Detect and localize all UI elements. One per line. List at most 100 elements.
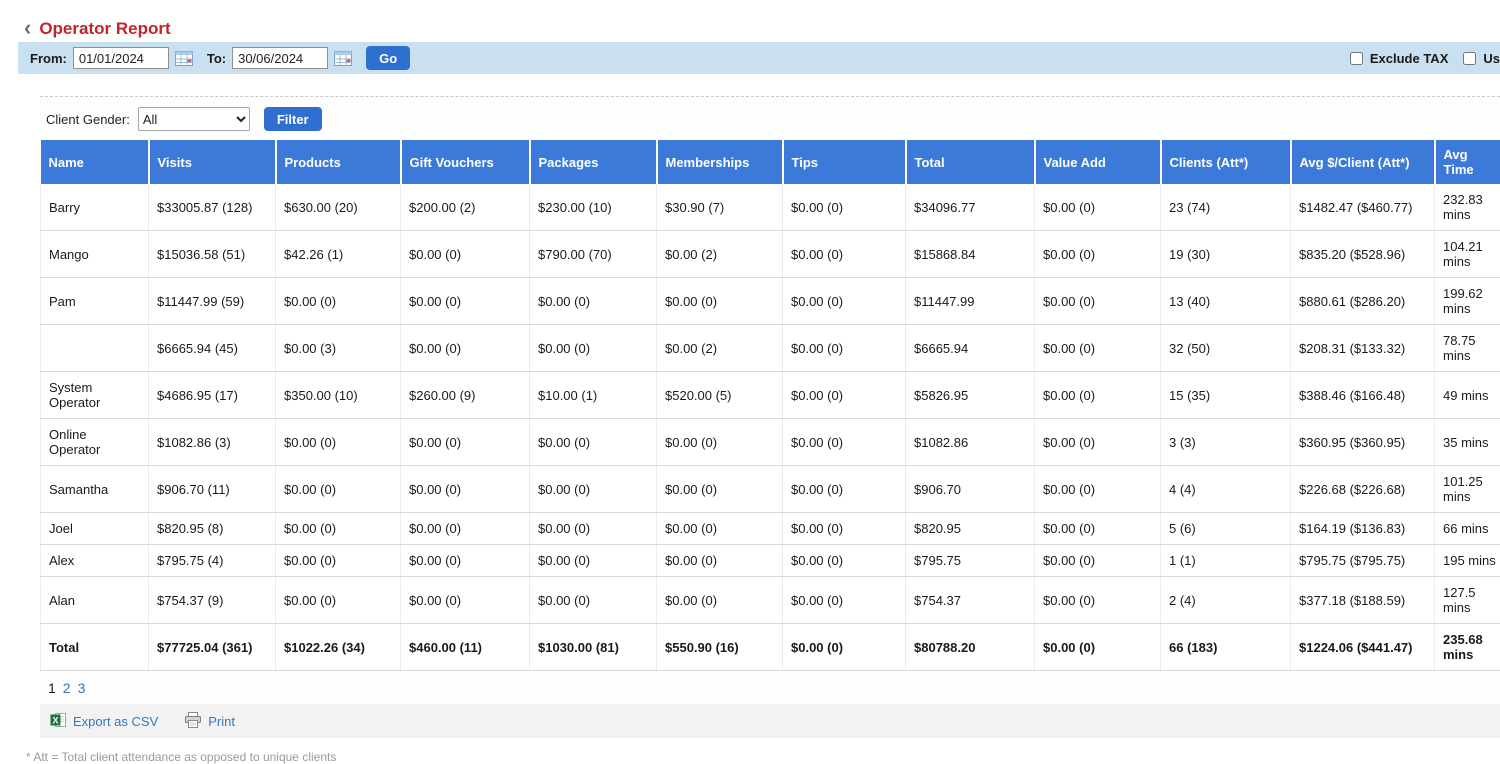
go-button[interactable]: Go bbox=[366, 46, 410, 70]
from-date-input[interactable] bbox=[73, 47, 169, 69]
table-cell: $15868.84 bbox=[906, 231, 1035, 278]
page-link-3[interactable]: 3 bbox=[78, 680, 86, 696]
table-cell: $5826.95 bbox=[906, 372, 1035, 419]
table-cell: $11447.99 bbox=[906, 278, 1035, 325]
attendance-note: * Att = Total client attendance as oppos… bbox=[26, 750, 1500, 764]
column-header: Memberships bbox=[657, 140, 783, 184]
print-label: Print bbox=[208, 714, 235, 729]
table-cell: $164.19 ($136.83) bbox=[1291, 513, 1435, 545]
table-cell: $906.70 bbox=[906, 466, 1035, 513]
table-cell: $0.00 (0) bbox=[1035, 545, 1161, 577]
table-cell: $0.00 (0) bbox=[657, 419, 783, 466]
page-link-2[interactable]: 2 bbox=[63, 680, 71, 696]
table-cell: $0.00 (0) bbox=[1035, 325, 1161, 372]
table-cell: $550.90 (16) bbox=[657, 624, 783, 671]
table-cell: $226.68 ($226.68) bbox=[1291, 466, 1435, 513]
table-cell: 101.25 mins bbox=[1435, 466, 1500, 513]
table-cell: 235.68 mins bbox=[1435, 624, 1500, 671]
table-cell: $0.00 (0) bbox=[657, 278, 783, 325]
table-cell: $0.00 (0) bbox=[783, 419, 906, 466]
table-row: Pam$11447.99 (59)$0.00 (0)$0.00 (0)$0.00… bbox=[41, 278, 1500, 325]
table-cell: $230.00 (10) bbox=[530, 184, 657, 231]
table-cell: 104.21 mins bbox=[1435, 231, 1500, 278]
table-cell: Online Operator bbox=[41, 419, 149, 466]
table-cell: $630.00 (20) bbox=[276, 184, 401, 231]
table-cell: $0.00 (0) bbox=[657, 545, 783, 577]
table-row: Alex$795.75 (4)$0.00 (0)$0.00 (0)$0.00 (… bbox=[41, 545, 1500, 577]
table-cell: System Operator bbox=[41, 372, 149, 419]
partial-checkbox-label: Us bbox=[1483, 51, 1500, 66]
table-cell: $0.00 (0) bbox=[401, 466, 530, 513]
table-cell: 127.5 mins bbox=[1435, 577, 1500, 624]
table-cell: $0.00 (0) bbox=[1035, 184, 1161, 231]
table-cell: $795.75 bbox=[906, 545, 1035, 577]
table-cell: $0.00 (0) bbox=[530, 278, 657, 325]
table-cell: $0.00 (0) bbox=[401, 545, 530, 577]
calendar-icon[interactable] bbox=[175, 51, 193, 66]
table-cell: Joel bbox=[41, 513, 149, 545]
table-cell: $10.00 (1) bbox=[530, 372, 657, 419]
svg-text:X: X bbox=[52, 715, 58, 725]
table-cell: $0.00 (0) bbox=[276, 466, 401, 513]
table-cell: Alan bbox=[41, 577, 149, 624]
table-cell: $0.00 (0) bbox=[783, 184, 906, 231]
column-header: Gift Vouchers bbox=[401, 140, 530, 184]
table-row: Samantha$906.70 (11)$0.00 (0)$0.00 (0)$0… bbox=[41, 466, 1500, 513]
table-cell: $0.00 (0) bbox=[530, 466, 657, 513]
table-cell: $0.00 (0) bbox=[530, 325, 657, 372]
client-gender-select[interactable]: All bbox=[138, 107, 250, 131]
table-cell: 23 (74) bbox=[1161, 184, 1291, 231]
table-cell: 15 (35) bbox=[1161, 372, 1291, 419]
table-cell: $1082.86 bbox=[906, 419, 1035, 466]
table-cell: $0.00 (2) bbox=[657, 325, 783, 372]
to-date-input[interactable] bbox=[232, 47, 328, 69]
table-cell: 232.83 mins bbox=[1435, 184, 1500, 231]
export-csv-label: Export as CSV bbox=[73, 714, 158, 729]
table-cell: $795.75 (4) bbox=[149, 545, 276, 577]
table-cell: $0.00 (0) bbox=[783, 372, 906, 419]
table-cell: $0.00 (0) bbox=[276, 419, 401, 466]
page-link-1[interactable]: 1 bbox=[48, 680, 56, 696]
column-header: Value Add bbox=[1035, 140, 1161, 184]
column-header: Clients (Att*) bbox=[1161, 140, 1291, 184]
table-cell: 13 (40) bbox=[1161, 278, 1291, 325]
table-cell: $0.00 (3) bbox=[276, 325, 401, 372]
table-row: System Operator$4686.95 (17)$350.00 (10)… bbox=[41, 372, 1500, 419]
calendar-icon[interactable] bbox=[334, 51, 352, 66]
table-cell: 4 (4) bbox=[1161, 466, 1291, 513]
table-cell: $77725.04 (361) bbox=[149, 624, 276, 671]
table-cell: $754.37 (9) bbox=[149, 577, 276, 624]
table-cell: $0.00 (0) bbox=[783, 231, 906, 278]
table-cell: 5 (6) bbox=[1161, 513, 1291, 545]
export-csv-link[interactable]: X Export as CSV bbox=[50, 712, 158, 731]
filter-button[interactable]: Filter bbox=[264, 107, 322, 131]
table-cell: $0.00 (0) bbox=[1035, 278, 1161, 325]
table-cell: $1082.86 (3) bbox=[149, 419, 276, 466]
table-cell: $4686.95 (17) bbox=[149, 372, 276, 419]
table-cell: Barry bbox=[41, 184, 149, 231]
table-cell: 32 (50) bbox=[1161, 325, 1291, 372]
table-cell: $30.90 (7) bbox=[657, 184, 783, 231]
exclude-tax-label: Exclude TAX bbox=[1370, 51, 1449, 66]
table-cell: $460.00 (11) bbox=[401, 624, 530, 671]
table-cell: $0.00 (0) bbox=[1035, 624, 1161, 671]
partial-checkbox[interactable] bbox=[1463, 52, 1476, 65]
back-chevron-icon[interactable]: ‹ bbox=[24, 18, 31, 38]
table-cell: $0.00 (0) bbox=[657, 513, 783, 545]
table-cell: $835.20 ($528.96) bbox=[1291, 231, 1435, 278]
table-cell: $377.18 ($188.59) bbox=[1291, 577, 1435, 624]
table-cell: $0.00 (0) bbox=[657, 577, 783, 624]
exclude-tax-checkbox[interactable] bbox=[1350, 52, 1363, 65]
table-cell: $0.00 (0) bbox=[783, 545, 906, 577]
table-cell: $80788.20 bbox=[906, 624, 1035, 671]
table-cell: Total bbox=[41, 624, 149, 671]
printer-icon bbox=[184, 712, 202, 731]
table-cell: $388.46 ($166.48) bbox=[1291, 372, 1435, 419]
print-link[interactable]: Print bbox=[184, 712, 235, 731]
page-header: ‹ Operator Report bbox=[0, 0, 1500, 42]
table-cell: $520.00 (5) bbox=[657, 372, 783, 419]
table-cell: $0.00 (0) bbox=[783, 278, 906, 325]
table-cell: $0.00 (0) bbox=[530, 545, 657, 577]
table-cell: 3 (3) bbox=[1161, 419, 1291, 466]
